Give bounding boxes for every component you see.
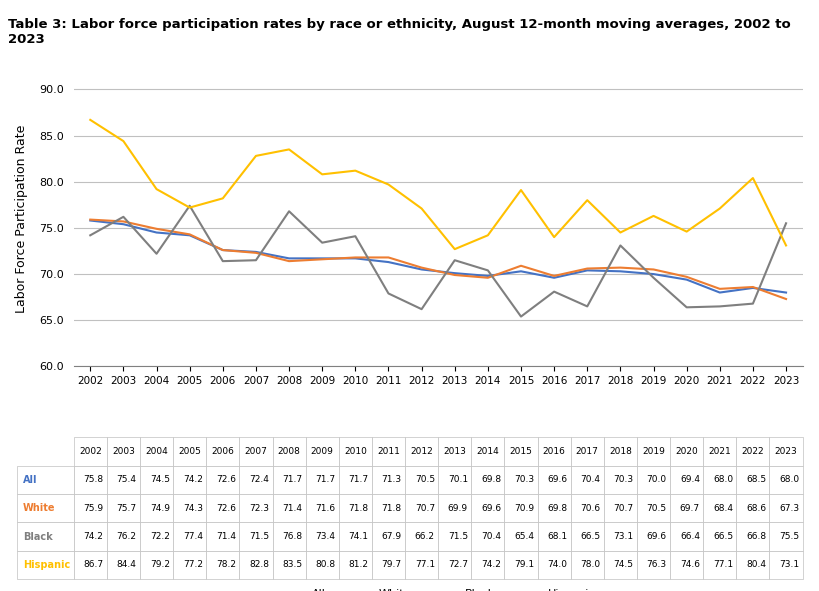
White: [284, 258, 294, 265]
Line: Black: Black: [90, 206, 786, 317]
Hispanic: [218, 195, 228, 202]
Black: [185, 202, 195, 209]
Black: [550, 288, 559, 295]
Black: [483, 267, 493, 274]
White: [119, 218, 129, 225]
All: [152, 229, 161, 236]
All: [516, 268, 526, 275]
Hispanic: [417, 205, 427, 212]
Black: [616, 242, 626, 249]
Hispanic: [450, 246, 459, 253]
Black: [119, 213, 129, 220]
All: [781, 289, 791, 296]
All: [649, 271, 658, 278]
White: [483, 274, 493, 281]
White: [681, 273, 691, 280]
White: [649, 266, 658, 273]
Hispanic: [550, 233, 559, 241]
Hispanic: [715, 205, 725, 212]
All: [85, 217, 95, 224]
All: [450, 269, 459, 277]
Hispanic: [681, 228, 691, 235]
Black: [715, 303, 725, 310]
Black: [781, 220, 791, 227]
All: [417, 266, 427, 273]
Black: [383, 290, 393, 297]
Hispanic: [251, 152, 260, 160]
Hispanic: [483, 232, 493, 239]
All: [284, 255, 294, 262]
Black: [417, 306, 427, 313]
Hispanic: [516, 187, 526, 194]
White: [383, 254, 393, 261]
Hispanic: [351, 167, 360, 174]
Black: [748, 300, 758, 307]
All: [550, 274, 559, 281]
White: [450, 271, 459, 278]
White: [748, 284, 758, 291]
All: [681, 276, 691, 283]
Hispanic: [152, 186, 161, 193]
Hispanic: [85, 116, 95, 124]
All: [748, 284, 758, 291]
Black: [317, 239, 327, 246]
Black: [516, 313, 526, 320]
All: [185, 232, 195, 239]
White: [185, 231, 195, 238]
White: [417, 264, 427, 271]
Black: [681, 304, 691, 311]
All: [383, 258, 393, 265]
Black: [284, 208, 294, 215]
Black: [152, 250, 161, 257]
Hispanic: [781, 242, 791, 249]
All: [483, 272, 493, 280]
White: [582, 265, 592, 272]
All: [351, 255, 360, 262]
White: [317, 256, 327, 263]
Text: Table 3: Labor force participation rates by race or ethnicity, August 12-month m: Table 3: Labor force participation rates…: [8, 18, 791, 46]
Line: White: White: [90, 220, 786, 299]
Black: [85, 232, 95, 239]
White: [351, 254, 360, 261]
All: [119, 220, 129, 228]
White: [616, 264, 626, 271]
Black: [582, 303, 592, 310]
Hispanic: [185, 204, 195, 211]
White: [715, 285, 725, 293]
White: [781, 296, 791, 303]
White: [85, 216, 95, 223]
Hispanic: [748, 174, 758, 181]
All: [715, 289, 725, 296]
Hispanic: [317, 171, 327, 178]
Black: [251, 256, 260, 264]
Black: [351, 233, 360, 240]
Hispanic: [383, 181, 393, 188]
White: [152, 225, 161, 232]
All: [317, 255, 327, 262]
Hispanic: [284, 146, 294, 153]
All: [218, 246, 228, 254]
All: [582, 267, 592, 274]
Legend: All, White, Black, Hispanic: All, White, Black, Hispanic: [276, 584, 600, 591]
Black: [218, 258, 228, 265]
White: [251, 249, 260, 256]
Hispanic: [616, 229, 626, 236]
Line: Hispanic: Hispanic: [90, 120, 786, 249]
Y-axis label: Labor Force Participation Rate: Labor Force Participation Rate: [15, 125, 28, 313]
Black: [649, 274, 658, 281]
White: [550, 272, 559, 280]
All: [616, 268, 626, 275]
Line: All: All: [90, 220, 786, 293]
Hispanic: [582, 197, 592, 204]
White: [218, 246, 228, 254]
White: [516, 262, 526, 269]
All: [251, 248, 260, 255]
Hispanic: [649, 212, 658, 219]
Hispanic: [119, 138, 129, 145]
Black: [450, 256, 459, 264]
